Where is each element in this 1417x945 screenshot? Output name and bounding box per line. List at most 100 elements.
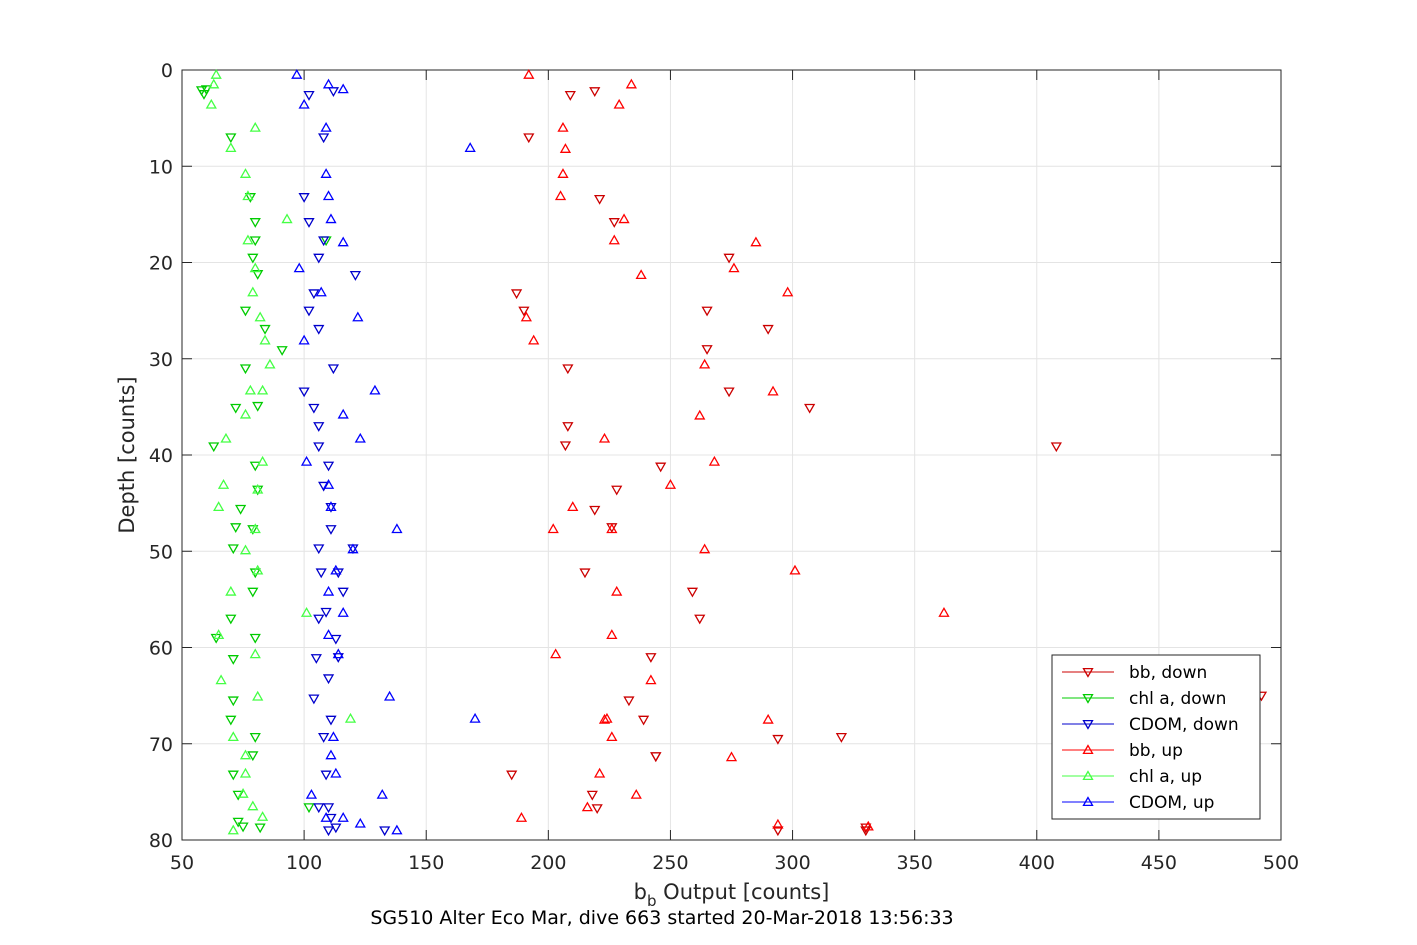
data-point [264,358,276,369]
data-point [332,648,344,659]
data-point [232,817,244,828]
x-tick-label: 350 [897,852,933,874]
data-point [379,826,391,837]
data-point [782,286,794,297]
data-point [298,193,310,203]
data-point [322,461,335,472]
data-point [227,655,239,665]
data-point [325,525,337,535]
data-point [220,432,232,443]
data-point [322,585,335,596]
series-4 [515,69,950,831]
data-point [337,587,349,598]
data-point [247,751,259,762]
legend-item: bb, up [1062,741,1183,761]
data-point [242,234,254,245]
data-point [327,731,340,742]
legend-item: CDOM, up [1062,793,1214,813]
data-point [234,504,247,515]
x-axis-label-subscript: b [647,892,657,910]
series-1 [506,253,1268,837]
data-point [349,270,362,281]
legend-marker [1082,770,1094,781]
data-point [598,713,611,724]
data-point [611,485,623,496]
data-point [701,306,713,317]
data-point [601,712,613,723]
data-point [337,408,349,419]
data-point [322,479,335,489]
data-point [232,790,244,801]
data-point [391,824,403,835]
data-point [239,749,252,760]
data-point [244,384,257,395]
y-axis-label: Depth [counts] [115,376,139,533]
data-point [303,306,315,317]
data-point [327,364,340,375]
data-point [608,218,620,228]
data-point [655,462,667,473]
data-point [369,384,381,395]
data-point [635,269,647,280]
data-point [723,387,735,398]
data-point [559,441,572,452]
data-point [383,690,396,701]
data-point [256,384,269,395]
data-point [281,213,293,224]
data-point [322,629,335,640]
data-point [586,790,598,801]
data-point [239,767,252,778]
data-point [699,358,711,369]
data-point [637,715,650,726]
data-point [313,422,325,432]
data-point [225,133,237,144]
data-point [237,787,249,798]
data-point [313,253,325,264]
data-point [330,823,342,834]
series-2 [195,85,332,834]
data-point [308,403,320,414]
data-point [291,69,303,79]
y-tick-label: 10 [149,156,173,178]
data-point [322,190,335,201]
data-point [464,142,476,152]
y-tick-label: 80 [149,830,173,852]
data-point [313,324,325,335]
data-point [247,525,259,535]
data-points [195,69,1268,837]
data-point [347,543,359,554]
data-point [318,732,330,743]
data-point [772,818,784,829]
data-point [249,461,261,472]
data-point [249,732,261,743]
data-point [606,523,618,534]
legend-item: bb, down [1062,663,1207,683]
y-tick-label: 30 [149,349,173,371]
legend-label: bb, down [1129,663,1207,683]
data-point [593,767,606,778]
data-point [249,236,261,247]
data-point [325,501,337,512]
data-point [200,85,213,96]
data-point [252,690,264,701]
data-point [252,483,264,494]
y-tick-label: 70 [149,734,173,756]
data-point [598,432,611,443]
data-point [337,236,349,247]
data-point [256,455,269,466]
y-tick-label: 50 [149,541,173,563]
data-point [318,481,330,492]
data-point [239,544,252,555]
data-point [469,712,481,723]
data-point [205,98,217,109]
data-point [623,696,635,707]
data-point [320,121,332,132]
data-point [579,568,591,579]
legend-label: chl a, down [1129,689,1226,709]
y-tick-label: 40 [149,445,173,467]
data-point [862,820,874,831]
data-point [313,442,325,453]
data-point [244,193,257,203]
legend: bb, down chl a, down CDOM, down bb, up chl a… [1051,654,1261,820]
data-point [650,752,662,763]
